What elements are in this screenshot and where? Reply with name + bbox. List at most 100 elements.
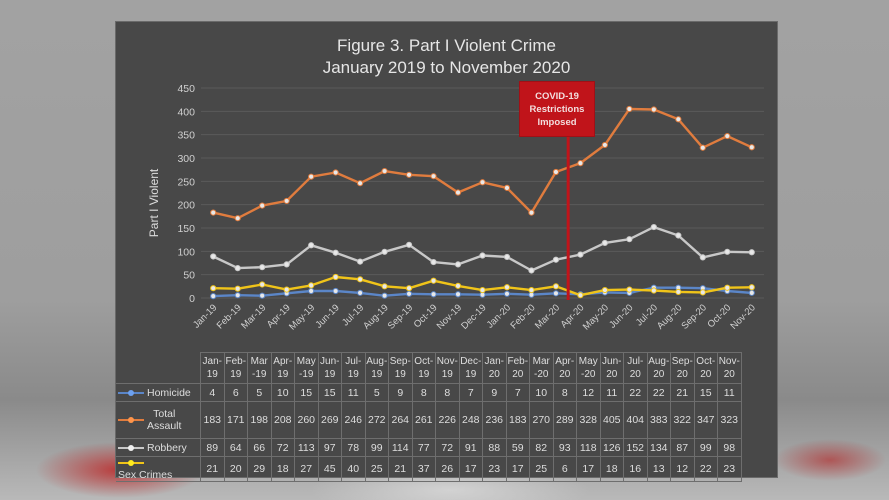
legend-marker-icon bbox=[118, 419, 144, 421]
y-tick-label: 150 bbox=[177, 223, 195, 235]
table-column-header: Feb- 20 bbox=[505, 352, 530, 384]
table-cell: 261 bbox=[411, 401, 436, 439]
table-cell: 272 bbox=[364, 401, 389, 439]
table-cell: 87 bbox=[670, 438, 695, 457]
table-cell: 22 bbox=[646, 383, 671, 402]
data-point bbox=[430, 173, 437, 180]
data-point bbox=[675, 288, 682, 296]
data-point bbox=[650, 106, 657, 113]
table-row: Sex Crimes 21 20 29 18 27 45 40 25 21 37 26 17 23 17 25… bbox=[116, 455, 742, 483]
table-cell: 45 bbox=[317, 455, 342, 483]
table-cell: 18 bbox=[270, 455, 295, 483]
table-column-header: Apr- 20 bbox=[552, 352, 577, 384]
table-corner bbox=[116, 352, 201, 384]
y-tick-label: 300 bbox=[177, 153, 195, 165]
table-cell: 10 bbox=[270, 383, 295, 402]
table-cell: 15 bbox=[294, 383, 319, 402]
covid-annotation-line2: Restrictions bbox=[529, 103, 585, 115]
table-cell: 98 bbox=[717, 438, 742, 457]
table-column-header: Jan- 20 bbox=[482, 352, 507, 384]
x-tick-label: Jan-20 bbox=[485, 302, 513, 330]
table-cell: 260 bbox=[294, 401, 319, 439]
data-point bbox=[675, 116, 682, 123]
table-cell: 8 bbox=[435, 383, 460, 402]
table-cell: 27 bbox=[294, 455, 319, 483]
table-column-header: May -20 bbox=[576, 352, 601, 384]
data-point bbox=[675, 232, 682, 239]
table-cell: 8 bbox=[552, 383, 577, 402]
table-cell: 17 bbox=[458, 455, 483, 483]
table-cell: 11 bbox=[717, 383, 742, 402]
chart-title: Figure 3. Part I Violent Crime bbox=[337, 36, 556, 55]
data-point bbox=[577, 292, 584, 299]
legend-label: Total Assault bbox=[147, 408, 182, 432]
covid-annotation-line1: COVID-19 bbox=[535, 90, 579, 102]
data-point bbox=[699, 289, 706, 296]
table-cell: 134 bbox=[646, 438, 671, 457]
y-tick-label: 400 bbox=[177, 106, 195, 118]
data-point bbox=[552, 290, 560, 297]
data-point bbox=[454, 261, 462, 268]
table-cell: 64 bbox=[223, 438, 248, 457]
table-column-header: Mar -19 bbox=[247, 352, 272, 384]
table-cell: 66 bbox=[247, 438, 272, 457]
legend-label: Robbery bbox=[147, 441, 187, 454]
x-tick-label: Feb-20 bbox=[509, 302, 538, 331]
table-column-header: Oct- 19 bbox=[411, 352, 436, 384]
table-cell: 88 bbox=[482, 438, 507, 457]
table-cell: 6 bbox=[552, 455, 577, 483]
table-cell: 246 bbox=[341, 401, 366, 439]
table-cell: 405 bbox=[599, 401, 624, 439]
table-cell: 77 bbox=[411, 438, 436, 457]
table-cell: 21 bbox=[388, 455, 413, 483]
table-cell: 114 bbox=[388, 438, 413, 457]
data-point bbox=[528, 209, 535, 216]
data-point bbox=[308, 287, 315, 295]
legend-marker-icon bbox=[118, 462, 144, 465]
covid-annotation: COVID-19 Restrictions Imposed bbox=[519, 81, 595, 137]
table-column-header: Jun- 20 bbox=[599, 352, 624, 384]
data-point bbox=[210, 285, 217, 292]
table-cell: 23 bbox=[717, 455, 742, 483]
data-point bbox=[332, 273, 339, 281]
legend-entry: Robbery bbox=[116, 438, 201, 457]
data-point bbox=[724, 132, 731, 140]
table-cell: 10 bbox=[529, 383, 554, 402]
data-point bbox=[405, 290, 413, 297]
data-point bbox=[381, 167, 388, 175]
table-cell: 25 bbox=[364, 455, 389, 483]
table-cell: 15 bbox=[693, 383, 718, 402]
table-cell: 5 bbox=[247, 383, 272, 402]
table-cell: 404 bbox=[623, 401, 648, 439]
data-point bbox=[210, 293, 217, 300]
data-point bbox=[210, 253, 217, 260]
table-cell: 89 bbox=[200, 438, 225, 457]
x-tick-label: Sep-19 bbox=[386, 302, 415, 331]
table-cell: 25 bbox=[529, 455, 554, 483]
table-cell: 323 bbox=[717, 401, 742, 439]
table-cell: 226 bbox=[435, 401, 460, 439]
table-cell: 264 bbox=[388, 401, 413, 439]
table-cell: 248 bbox=[458, 401, 483, 439]
table-column-header: Aug- 20 bbox=[646, 352, 671, 384]
data-point bbox=[626, 286, 633, 293]
table-cell: 17 bbox=[505, 455, 530, 483]
data-point bbox=[234, 265, 241, 272]
data-point bbox=[381, 248, 388, 255]
x-tick-label: May-20 bbox=[581, 302, 611, 332]
table-cell: 9 bbox=[388, 383, 413, 402]
table-cell: 17 bbox=[576, 455, 601, 483]
y-tick-label: 450 bbox=[177, 83, 195, 95]
data-point bbox=[405, 171, 413, 178]
table-row: Homicide 4 6 5 10 15 15 11 5 9 8 8 7 9 7 10 8 12 11 22 22 21 1… bbox=[116, 383, 742, 402]
x-tick-label: Dec-19 bbox=[459, 302, 488, 331]
table-cell: 40 bbox=[341, 455, 366, 483]
x-tick-label: Mar-20 bbox=[533, 302, 562, 331]
data-point bbox=[308, 282, 315, 289]
data-point bbox=[259, 292, 266, 299]
table-cell: 5 bbox=[364, 383, 389, 402]
data-point bbox=[552, 283, 560, 290]
data-point bbox=[748, 144, 755, 151]
data-point bbox=[430, 258, 437, 266]
table-column-header: Nov- 19 bbox=[435, 352, 460, 384]
